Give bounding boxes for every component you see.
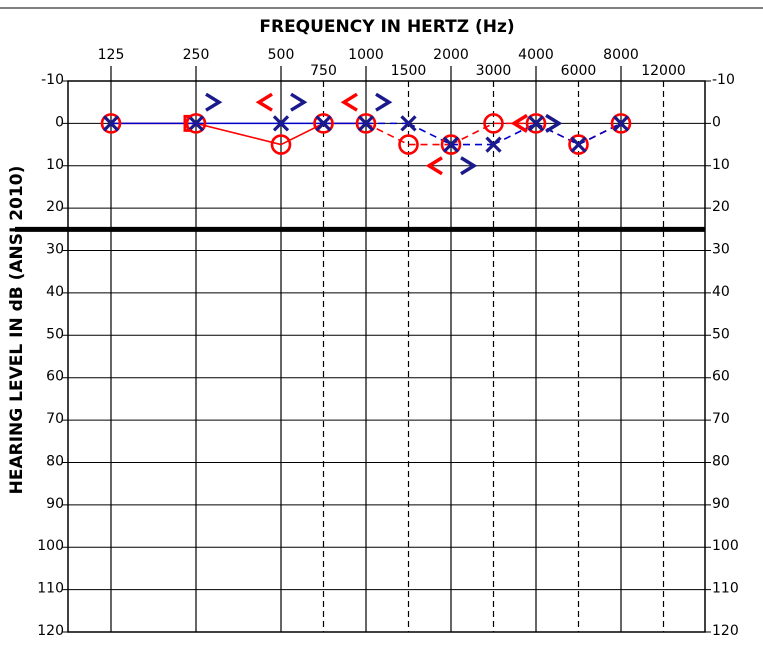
x-tick-label: 4000	[518, 47, 554, 63]
y-tick-label-right: 80	[712, 453, 730, 469]
y-axis-label: HEARING LEVEL IN dB (ANSI 2010)	[7, 166, 27, 495]
y-tick-label: 20	[46, 199, 64, 215]
y-tick-label: 100	[37, 538, 64, 554]
y-tick-label: 0	[55, 114, 64, 130]
marker-o	[313, 113, 334, 134]
marker-x	[485, 136, 502, 153]
y-tick-label-right: 70	[712, 411, 730, 427]
y-tick-label-right: 90	[712, 496, 730, 512]
y-tick-label: 30	[46, 242, 64, 258]
marker-x	[442, 136, 460, 153]
y-tick-label-right: 20	[712, 199, 730, 215]
marker-x	[102, 115, 120, 132]
x-tick-label: 1500	[391, 63, 427, 79]
y-tick-label: 120	[37, 623, 64, 639]
marker-o	[270, 134, 292, 155]
series-line	[280, 122, 324, 146]
marker-o	[610, 113, 632, 134]
x-tick-label: 750	[310, 63, 337, 79]
series-line	[450, 122, 494, 146]
y-tick-label-right: 0	[712, 114, 721, 130]
marker-lt	[510, 113, 528, 133]
marker-gt	[545, 113, 563, 133]
x-tick-label: 250	[183, 47, 210, 63]
marker-o	[355, 113, 377, 134]
marker-o	[185, 113, 207, 134]
marker-o	[483, 113, 504, 134]
y-tick-label-right: 50	[712, 326, 730, 342]
y-tick-label-right: 40	[712, 284, 730, 300]
y-tick-label-right: 100	[712, 538, 739, 554]
marker-o	[398, 134, 419, 155]
marker-o	[525, 113, 547, 134]
marker-o	[568, 134, 589, 155]
series-line	[493, 122, 537, 146]
x-tick-label: 500	[268, 47, 295, 63]
series-line	[408, 122, 452, 146]
y-tick-label: 70	[46, 411, 64, 427]
y-tick-label: 80	[46, 453, 64, 469]
y-tick-label: -10	[41, 72, 64, 88]
y-tick-label-right: 60	[712, 369, 730, 385]
marker-x	[357, 115, 375, 132]
marker-gt	[460, 156, 478, 176]
marker-x	[272, 115, 290, 132]
x-tick-label: 3000	[476, 63, 512, 79]
x-tick-label: 125	[98, 47, 125, 63]
x-tick-label: 6000	[561, 63, 597, 79]
marker-gt	[205, 92, 223, 112]
y-tick-label-right: 30	[712, 242, 730, 258]
marker-x	[570, 136, 587, 153]
marker-bracket	[183, 114, 191, 132]
series-line	[578, 122, 622, 146]
y-tick-label: 40	[46, 284, 64, 300]
marker-x	[527, 115, 545, 132]
marker-lt	[255, 92, 273, 112]
series-line	[365, 122, 409, 146]
y-tick-label: 50	[46, 326, 64, 342]
marker-x	[315, 115, 332, 132]
x-tick-label: 8000	[603, 47, 639, 63]
y-tick-label: 90	[46, 496, 64, 512]
x-tick-label: 12000	[641, 63, 686, 79]
marker-x	[612, 115, 630, 132]
y-tick-label: 10	[46, 157, 64, 173]
series-line	[195, 122, 282, 146]
y-tick-label-right: 10	[712, 157, 730, 173]
y-tick-label-right: 110	[712, 581, 739, 597]
y-tick-label-right: -10	[712, 72, 735, 88]
marker-gt	[375, 92, 393, 112]
marker-o	[440, 134, 462, 155]
y-tick-label: 60	[46, 369, 64, 385]
x-tick-label: 2000	[433, 47, 469, 63]
marker-x	[400, 115, 417, 132]
chart-title: FREQUENCY IN HERTZ (Hz)	[259, 17, 514, 37]
series-line	[535, 122, 579, 146]
marker-gt	[290, 92, 308, 112]
y-tick-label: 110	[37, 581, 64, 597]
marker-x	[187, 115, 205, 132]
marker-lt	[340, 92, 358, 112]
marker-o	[100, 113, 122, 134]
plot-frame	[67, 80, 706, 633]
y-tick-label-right: 120	[712, 623, 739, 639]
x-tick-label: 1000	[348, 47, 384, 63]
marker-lt	[425, 156, 443, 176]
